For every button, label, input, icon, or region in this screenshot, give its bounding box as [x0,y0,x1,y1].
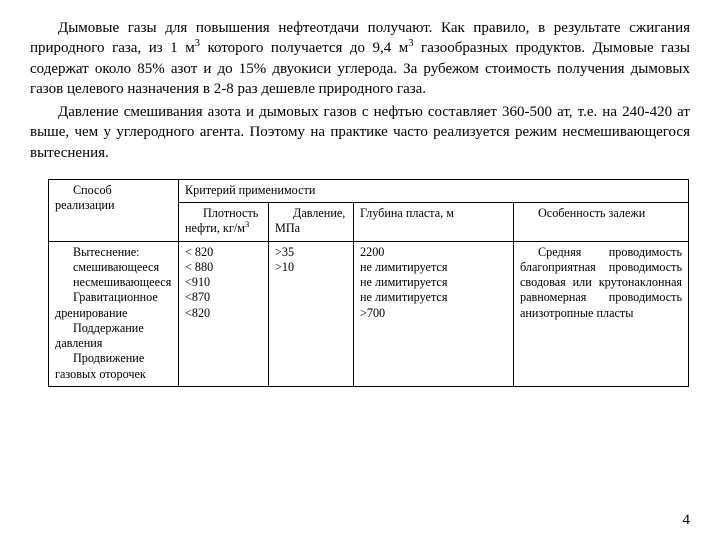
th-depth: Глубина пласта, м [354,203,514,242]
td-methods: Вытеснение: смешивающееся несмешивающеес… [49,241,179,386]
td-depth: 2200 не лимитируется не лимитируется не … [354,241,514,386]
paragraph-2: Давление смешивания азота и дымовых газо… [30,102,690,163]
th-density: Плотность нефти, кг/м3 [179,203,269,242]
applicability-table: Способ реализации Критерий применимости … [48,179,689,387]
paragraph-1: Дымовые газы для повышения нефтеотдачи п… [30,18,690,99]
td-pressure: >35 >10 [269,241,354,386]
td-feature: Средняя проводимость благоприятная прово… [514,241,689,386]
th-feature: Особенность залежи [514,203,689,242]
th-criteria: Критерий применимости [179,179,689,202]
td-density: < 820 < 880 <910 <870 <820 [179,241,269,386]
page-number: 4 [683,510,691,530]
th-method: Способ реализации [49,179,179,241]
th-pressure: Давление, МПа [269,203,354,242]
